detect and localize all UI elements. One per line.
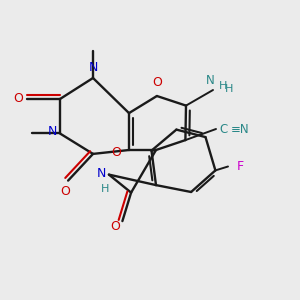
Text: F: F: [236, 160, 244, 173]
Text: N: N: [97, 167, 106, 180]
Text: O: O: [60, 184, 70, 198]
Text: N: N: [88, 61, 98, 74]
Text: O: O: [110, 220, 120, 233]
Text: O: O: [112, 146, 122, 160]
Text: ≡N: ≡N: [230, 122, 249, 136]
Text: O: O: [14, 92, 23, 106]
Text: C: C: [219, 122, 227, 136]
Text: N: N: [48, 125, 57, 139]
Text: H: H: [101, 184, 110, 194]
Text: H: H: [219, 81, 227, 92]
Text: N: N: [206, 74, 214, 88]
Text: H: H: [225, 83, 233, 94]
Text: O: O: [153, 76, 162, 89]
